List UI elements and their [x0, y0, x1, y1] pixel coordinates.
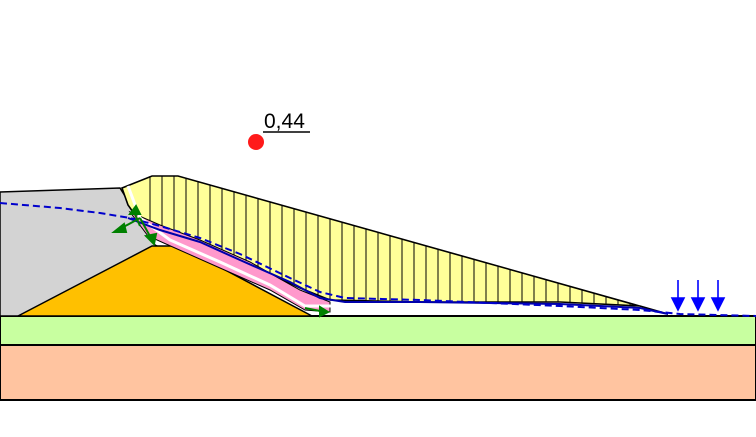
lower-soil-layer [0, 344, 756, 401]
arrow-icon [128, 204, 142, 215]
down-arrow-icon [670, 297, 686, 312]
force-vectors [111, 204, 331, 318]
slip-circle-center-marker [248, 134, 264, 150]
load-arrows [670, 280, 726, 312]
down-arrow-icon [710, 297, 726, 312]
safety-factor-label: 0,44 [264, 110, 305, 133]
down-arrow-icon [690, 297, 706, 312]
water-table-line [0, 202, 756, 317]
arrow-icon [111, 222, 128, 233]
arrow-icon [143, 232, 158, 247]
slice-lines [149, 176, 631, 306]
slip-surface [127, 217, 669, 315]
upper-soil-layer [0, 315, 756, 346]
arrow-icon [319, 305, 331, 318]
